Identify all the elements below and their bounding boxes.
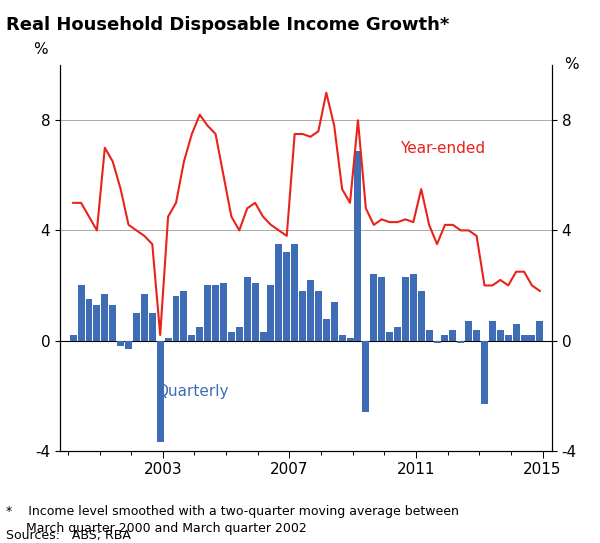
Bar <box>283 252 290 340</box>
Bar <box>173 296 179 340</box>
Bar <box>536 321 544 340</box>
Bar <box>149 313 156 340</box>
Bar <box>355 150 361 340</box>
Bar <box>434 340 440 343</box>
Bar <box>141 294 148 340</box>
Bar <box>370 274 377 340</box>
Text: *    Income level smoothed with a two-quarter moving average between
     March : * Income level smoothed with a two-quart… <box>6 505 459 535</box>
Bar <box>378 277 385 340</box>
Bar <box>94 305 100 340</box>
Bar <box>164 338 172 340</box>
Bar <box>489 321 496 340</box>
Bar <box>196 327 203 340</box>
Text: Quarterly: Quarterly <box>157 383 229 399</box>
Bar <box>251 283 259 340</box>
Bar <box>101 294 109 340</box>
Bar <box>529 335 535 340</box>
Bar <box>497 330 504 340</box>
Bar <box>157 340 164 443</box>
Bar <box>125 340 132 349</box>
Bar <box>86 299 92 340</box>
Bar <box>181 291 187 340</box>
Bar <box>70 335 77 340</box>
Bar <box>291 244 298 340</box>
Bar <box>275 244 283 340</box>
Bar <box>473 330 480 340</box>
Bar <box>394 327 401 340</box>
Bar <box>220 283 227 340</box>
Bar <box>449 330 457 340</box>
Bar <box>521 335 527 340</box>
Bar <box>386 332 393 340</box>
Bar <box>299 291 306 340</box>
Text: Real Household Disposable Income Growth*: Real Household Disposable Income Growth* <box>6 16 449 34</box>
Bar <box>347 338 353 340</box>
Y-axis label: %: % <box>565 58 579 72</box>
Bar <box>457 340 464 343</box>
Bar <box>418 291 425 340</box>
Bar <box>244 277 251 340</box>
Bar <box>410 274 417 340</box>
Bar <box>338 335 346 340</box>
Bar <box>362 340 370 412</box>
Bar <box>268 286 274 340</box>
Bar <box>442 335 448 340</box>
Bar <box>133 313 140 340</box>
Bar <box>260 332 266 340</box>
Bar <box>117 340 124 346</box>
Bar <box>512 324 520 340</box>
Bar <box>204 286 211 340</box>
Bar <box>212 286 219 340</box>
Bar <box>109 305 116 340</box>
Bar <box>188 335 196 340</box>
Bar <box>307 280 314 340</box>
Bar <box>228 332 235 340</box>
Bar <box>481 340 488 404</box>
Bar <box>236 327 243 340</box>
Bar <box>402 277 409 340</box>
Bar <box>315 291 322 340</box>
Bar <box>323 319 330 340</box>
Bar <box>505 335 512 340</box>
Text: Year-ended: Year-ended <box>400 141 485 156</box>
Bar <box>465 321 472 340</box>
Text: Sources:   ABS; RBA: Sources: ABS; RBA <box>6 529 131 542</box>
Y-axis label: %: % <box>33 42 47 58</box>
Bar <box>77 286 85 340</box>
Bar <box>425 330 433 340</box>
Bar <box>331 302 338 340</box>
